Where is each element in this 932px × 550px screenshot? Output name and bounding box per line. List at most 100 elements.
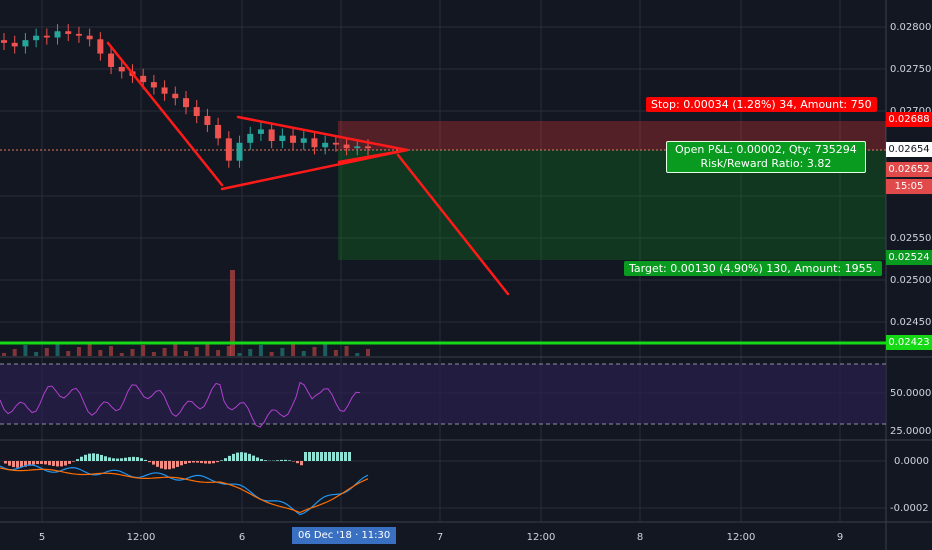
macd-histogram-bar [260,459,263,461]
volume-bar [55,344,60,356]
candle-body [225,138,232,161]
time-axis[interactable]: 5 12:00 6 7 12:00 8 12:00 9 [39,532,843,543]
volume-bar [44,348,49,356]
macd-histogram-bar [212,461,215,464]
macd-histogram-bar [28,461,31,466]
price-tick: 0.02550 [890,233,931,244]
macd-histogram-bar [148,461,151,463]
volume-bar [355,353,360,356]
pnl-line: Open P&L: 0.00002, Qty: 735294 [675,143,857,156]
macd-histogram-bar [304,452,307,461]
time-tick: 12:00 [127,532,156,543]
volume-bar [119,353,124,356]
macd-histogram-bar [40,461,43,464]
macd-histogram-bar [36,461,39,465]
volume-bar [226,346,231,356]
time-tick: 6 [239,532,245,543]
candle-body [140,75,147,83]
triangle-upper-line[interactable] [236,115,409,152]
volume-bar [12,349,17,356]
macd-histogram-bar [296,461,299,464]
candle-body [311,138,318,148]
macd-histogram-bar [328,452,331,461]
price-tick: 0.02800 [890,22,931,33]
candle-body [268,129,275,142]
macd-histogram-bar [264,460,267,461]
macd-histogram [4,452,351,470]
macd-histogram-bar [112,458,115,461]
volume-bar [184,351,188,356]
macd-histogram-bar [172,461,175,469]
volume-bar [366,349,370,356]
volume-bar [237,353,242,356]
macd-histogram-bar [320,452,323,461]
macd-histogram-bar [16,461,19,468]
macd-histogram-bar [332,452,335,461]
macd-histogram-bar [344,452,347,461]
candle-body [172,93,179,99]
rsi-band [0,364,886,424]
volume-bar [66,351,71,356]
macd-histogram-bar [208,461,211,464]
macd-histogram-bar [200,461,203,464]
price-axis[interactable]: 0.02800 0.02750 0.02700 0.02550 0.02500 … [890,22,931,514]
macd-histogram-bar [192,461,195,463]
macd-histogram-bar [88,453,91,461]
macd-histogram-bar [240,452,243,461]
candle-body [204,116,211,125]
target-price-tag: 0.02524 [886,250,932,265]
macd-histogram-bar [60,461,63,467]
time-tick: 12:00 [527,532,556,543]
macd-histogram-bar [100,454,103,461]
downtrend-line[interactable] [106,41,224,187]
time-tick: 9 [837,532,843,543]
macd-histogram-bar [56,461,59,467]
volume-bar [109,346,114,356]
volume-bar [87,343,92,356]
macd-tick: 0.0000 [894,456,929,467]
macd-histogram-bar [340,452,343,461]
volume-bar [162,348,167,356]
candle-body [65,31,72,34]
macd-histogram-bar [12,461,15,468]
pnl-label[interactable]: Open P&L: 0.00002, Qty: 735294 Risk/Rewa… [666,141,866,173]
candle-body [354,146,361,149]
candle-body [11,42,18,47]
macd-histogram-bar [132,456,135,461]
rsi-line [0,381,361,428]
macd-histogram-bar [20,461,23,468]
volume-bar [205,343,210,356]
signal-line [0,467,369,514]
volume-bar [333,350,338,356]
volume-bar [2,353,6,356]
macd-histogram-bar [284,459,287,461]
volume-bar [269,352,274,356]
volume-bar [23,345,28,356]
candle-body [343,144,350,149]
volume-bar [130,349,135,356]
macd-histogram-bar [312,452,315,461]
macd-histogram-bar [168,461,171,470]
stop-label[interactable]: Stop: 0.00034 (1.28%) 34, Amount: 750 [646,97,877,112]
triangle-lower-line-2[interactable] [337,148,409,164]
countdown-tag: 15:05 [886,179,932,194]
macd-histogram-bar [152,461,155,465]
volume-bar [344,346,349,356]
macd-histogram-bar [8,461,11,466]
macd-histogram-bar [64,461,67,466]
candle-body [236,142,243,161]
volume-bar [280,348,285,356]
volume-bar [312,347,317,356]
volume-bar [291,344,296,356]
volume-bar [258,345,263,356]
macd-histogram-bar [308,452,311,461]
projection-line[interactable] [396,153,510,296]
target-label[interactable]: Target: 0.00130 (4.90%) 130, Amount: 195… [624,261,882,276]
trendline-drawings[interactable] [106,41,510,296]
candle-body [161,87,168,94]
volume-bar [194,347,199,356]
macd-histogram-bar [32,461,35,465]
macd-histogram-bar [276,460,279,461]
candle-body [150,82,157,88]
